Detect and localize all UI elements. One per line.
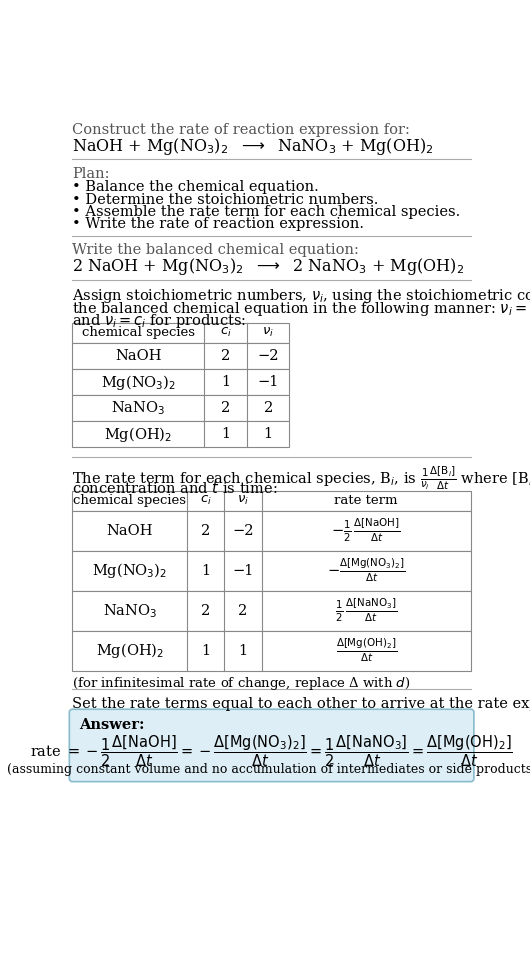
Bar <box>73 590 471 630</box>
Text: Mg(OH)$_2$: Mg(OH)$_2$ <box>104 425 172 444</box>
Text: (for infinitesimal rate of change, replace Δ with $d$): (for infinitesimal rate of change, repla… <box>73 675 411 692</box>
Text: NaNO$_3$: NaNO$_3$ <box>103 602 157 620</box>
Text: • Balance the chemical equation.: • Balance the chemical equation. <box>73 181 319 194</box>
Bar <box>73 395 289 422</box>
Text: 2: 2 <box>221 348 230 363</box>
Text: $-\frac{\Delta[\mathrm{Mg(NO_3)_2}]}{\Delta t}$: $-\frac{\Delta[\mathrm{Mg(NO_3)_2}]}{\De… <box>327 557 405 585</box>
Bar <box>73 630 471 671</box>
Text: • Determine the stoichiometric numbers.: • Determine the stoichiometric numbers. <box>73 192 379 207</box>
Text: $c_i$: $c_i$ <box>200 494 211 508</box>
Text: 1: 1 <box>263 427 273 441</box>
Text: • Write the rate of reaction expression.: • Write the rate of reaction expression. <box>73 218 365 231</box>
Text: chemical species: chemical species <box>73 494 187 508</box>
Bar <box>73 369 289 395</box>
Text: and $\nu_i = c_i$ for products:: and $\nu_i = c_i$ for products: <box>73 312 247 330</box>
Text: Construct the rate of reaction expression for:: Construct the rate of reaction expressio… <box>73 123 410 138</box>
Text: rate term: rate term <box>334 494 398 508</box>
Bar <box>73 510 471 550</box>
Text: $c_i$: $c_i$ <box>219 326 232 340</box>
Text: Mg(NO$_3$)$_2$: Mg(NO$_3$)$_2$ <box>101 373 176 391</box>
Text: NaOH: NaOH <box>115 348 162 363</box>
Text: (assuming constant volume and no accumulation of intermediates or side products): (assuming constant volume and no accumul… <box>6 763 530 776</box>
Text: Mg(NO$_3$)$_2$: Mg(NO$_3$)$_2$ <box>92 561 167 580</box>
Text: $\frac{\Delta[\mathrm{Mg(OH)_2}]}{\Delta t}$: $\frac{\Delta[\mathrm{Mg(OH)_2}]}{\Delta… <box>335 637 396 665</box>
Text: 1: 1 <box>221 427 230 441</box>
Text: chemical species: chemical species <box>82 326 195 340</box>
Text: 2: 2 <box>201 523 210 538</box>
Text: 1: 1 <box>221 375 230 389</box>
Bar <box>73 323 289 343</box>
Text: Set the rate terms equal to each other to arrive at the rate expression:: Set the rate terms equal to each other t… <box>73 697 530 711</box>
Text: 1: 1 <box>238 644 248 658</box>
Text: Assign stoichiometric numbers, $\nu_i$, using the stoichiometric coefficients, $: Assign stoichiometric numbers, $\nu_i$, … <box>73 287 530 305</box>
Text: $\nu_i$: $\nu_i$ <box>262 326 274 340</box>
Text: Write the balanced chemical equation:: Write the balanced chemical equation: <box>73 243 359 258</box>
Text: NaOH: NaOH <box>107 523 153 538</box>
Text: Mg(OH)$_2$: Mg(OH)$_2$ <box>96 641 164 660</box>
Text: 2: 2 <box>263 401 273 415</box>
Bar <box>73 491 471 510</box>
Text: The rate term for each chemical species, B$_i$, is $\frac{1}{\nu_i}\frac{\Delta[: The rate term for each chemical species,… <box>73 465 530 492</box>
Text: −1: −1 <box>258 375 279 389</box>
Text: −1: −1 <box>232 564 254 578</box>
Text: $\frac{1}{2}\,\frac{\Delta[\mathrm{NaNO_3}]}{\Delta t}$: $\frac{1}{2}\,\frac{\Delta[\mathrm{NaNO_… <box>335 597 398 625</box>
Text: concentration and $t$ is time:: concentration and $t$ is time: <box>73 480 278 496</box>
Text: 1: 1 <box>201 564 210 578</box>
Text: −2: −2 <box>258 348 279 363</box>
Text: −2: −2 <box>232 523 254 538</box>
Text: NaOH + Mg(NO$_3$)$_2$  $\longrightarrow$  NaNO$_3$ + Mg(OH)$_2$: NaOH + Mg(NO$_3$)$_2$ $\longrightarrow$ … <box>73 137 434 157</box>
Text: Plan:: Plan: <box>73 167 110 182</box>
Bar <box>73 550 471 590</box>
Text: 2 NaOH + Mg(NO$_3$)$_2$  $\longrightarrow$  2 NaNO$_3$ + Mg(OH)$_2$: 2 NaOH + Mg(NO$_3$)$_2$ $\longrightarrow… <box>73 257 465 277</box>
Text: 1: 1 <box>201 644 210 658</box>
Text: $\nu_i$: $\nu_i$ <box>237 494 249 508</box>
Bar <box>73 343 289 369</box>
Text: • Assemble the rate term for each chemical species.: • Assemble the rate term for each chemic… <box>73 205 461 219</box>
Text: NaNO$_3$: NaNO$_3$ <box>111 399 165 417</box>
Text: 2: 2 <box>221 401 230 415</box>
Text: $-\frac{1}{2}\,\frac{\Delta[\mathrm{NaOH}]}{\Delta t}$: $-\frac{1}{2}\,\frac{\Delta[\mathrm{NaOH… <box>331 517 401 545</box>
Bar <box>73 422 289 447</box>
Text: rate $= -\dfrac{1}{2}\dfrac{\Delta[\mathrm{NaOH}]}{\Delta t} = -\dfrac{\Delta[\m: rate $= -\dfrac{1}{2}\dfrac{\Delta[\math… <box>30 734 513 769</box>
Text: Answer:: Answer: <box>78 718 144 733</box>
Text: 2: 2 <box>201 604 210 618</box>
Text: 2: 2 <box>238 604 248 618</box>
FancyBboxPatch shape <box>69 710 474 782</box>
Text: the balanced chemical equation in the following manner: $\nu_i = -c_i$ for react: the balanced chemical equation in the fo… <box>73 300 530 317</box>
